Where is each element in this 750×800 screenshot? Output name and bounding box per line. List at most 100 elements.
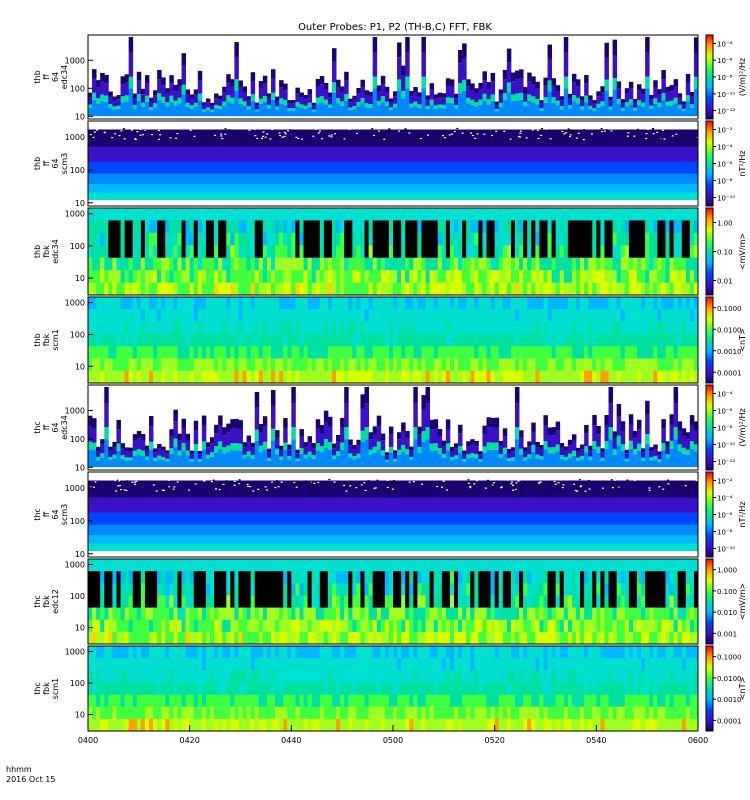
fbk-cell <box>275 208 280 221</box>
noise-speck <box>378 136 381 138</box>
fbk-cell <box>637 297 642 310</box>
fbk-cell <box>368 321 374 335</box>
fbk-cell <box>336 245 341 259</box>
fbk-cell <box>254 370 260 383</box>
fbk-cell <box>657 370 662 383</box>
fbk-cell <box>689 232 695 246</box>
fbk-cell <box>311 370 317 383</box>
fbk-cell <box>543 358 548 372</box>
fbk-cell <box>319 370 325 383</box>
noise-speck <box>126 130 129 132</box>
fbk-cell <box>588 559 593 572</box>
fbk-cell <box>681 321 687 335</box>
spectrum-cell <box>470 439 475 445</box>
noise-speck <box>354 484 357 487</box>
spectrum-cell <box>531 431 536 445</box>
fbk-cell <box>116 270 121 283</box>
fbk-cell <box>222 607 227 621</box>
spectrum-cell <box>315 443 321 451</box>
spectrum-cell <box>238 450 243 468</box>
spectrum-cell <box>405 52 410 77</box>
fbk-cell <box>348 607 353 621</box>
fbk-cell <box>555 297 561 310</box>
fbk-cell <box>120 370 125 383</box>
fbk-cell <box>283 619 288 633</box>
fbk-cell <box>543 321 548 335</box>
fbk-cell <box>104 619 109 633</box>
spectrum-cell <box>555 451 561 468</box>
spectrum-cell <box>372 37 378 53</box>
fbk-cell <box>567 208 573 221</box>
spectrum-cell <box>673 439 679 468</box>
noise-speck <box>209 489 212 491</box>
fbk-cell <box>405 358 410 372</box>
fbk-cell <box>669 270 674 283</box>
y-tick-label: 10 <box>75 199 85 208</box>
fbk-cell <box>242 333 247 347</box>
fbk-cell <box>661 321 666 335</box>
spectrum-cell <box>685 455 691 468</box>
fbk-cell <box>388 559 394 572</box>
fbk-cell <box>567 333 573 347</box>
spectrum-cell <box>218 95 223 100</box>
fbk-cell <box>571 358 577 372</box>
spectrum-cell <box>462 458 467 462</box>
spectrum-cell <box>368 104 374 108</box>
fbk-cell <box>287 257 292 271</box>
fbk-cell <box>417 245 422 259</box>
fbk-cell <box>177 559 182 572</box>
fbk-cell <box>283 631 288 644</box>
fbk-cell <box>299 208 304 221</box>
fbk-cell <box>262 559 268 572</box>
fbk-cell <box>140 309 146 322</box>
spectrum-cell <box>340 105 345 117</box>
fbk-cell <box>612 309 618 322</box>
fbk-cell <box>323 309 329 322</box>
fbk-cell <box>319 583 325 596</box>
noise-speck <box>264 486 267 488</box>
fbk-cell <box>506 370 512 383</box>
fbk-cell <box>116 631 121 644</box>
noise-speck <box>295 136 298 138</box>
noise-speck <box>658 137 661 139</box>
fbk-cell <box>519 607 524 621</box>
fbk-cell <box>319 595 325 608</box>
fbk-cell <box>490 631 496 644</box>
fbk-cell <box>234 245 239 259</box>
fbk-cell <box>665 358 670 372</box>
fbk-cell <box>624 257 630 271</box>
fbk-cell <box>315 245 321 259</box>
spectrum-cell <box>425 387 430 404</box>
fbk-cell <box>246 220 252 234</box>
fbk-cell <box>104 282 109 295</box>
fbk-cell <box>551 220 557 234</box>
fbk-cell <box>454 358 459 372</box>
fbk-cell <box>234 571 239 584</box>
fbk-cell <box>279 370 284 383</box>
fbk-cell <box>201 245 207 259</box>
spectrum-cell <box>271 440 276 468</box>
spectrum-cell <box>250 442 256 448</box>
fbk-cell <box>645 321 650 335</box>
spectrum-cell <box>628 104 634 117</box>
fbk-cell <box>584 583 589 596</box>
fbk-cell <box>673 282 679 295</box>
spectrum-cell <box>437 448 443 454</box>
noise-speck <box>241 139 244 141</box>
spectrum-cell <box>315 86 321 98</box>
spectrum-cell <box>153 460 158 468</box>
fbk-cell <box>478 607 483 621</box>
spectrum-cell <box>413 101 418 107</box>
fbk-cell <box>238 333 243 347</box>
spectrum-cell <box>628 448 634 468</box>
fbk-cell <box>380 257 386 271</box>
fbk-cell <box>177 208 182 221</box>
noise-speck <box>416 138 419 140</box>
fbk-cell <box>421 619 426 633</box>
spectrum-cell <box>271 99 276 117</box>
noise-speck <box>123 138 126 140</box>
fbk-cell <box>344 358 349 372</box>
fbk-cell <box>210 220 215 234</box>
fbk-cell <box>685 208 691 221</box>
fbk-cell <box>165 595 170 608</box>
